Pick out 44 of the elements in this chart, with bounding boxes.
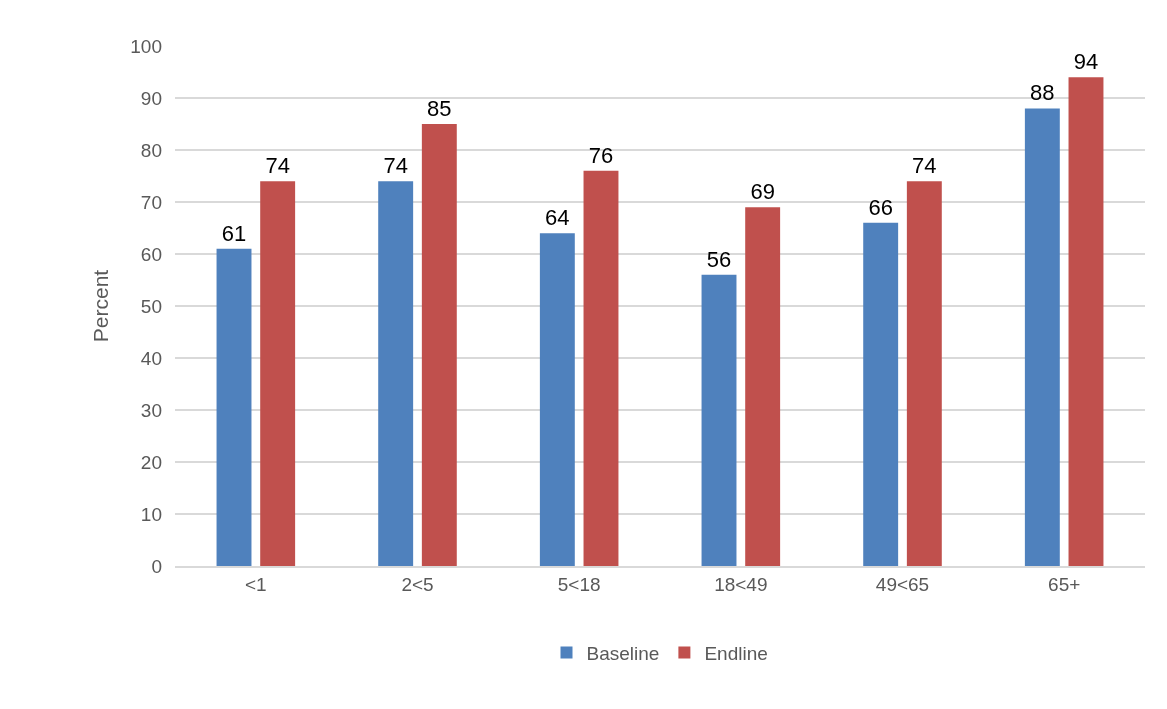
data-label: 94	[1073, 49, 1099, 75]
bar	[583, 170, 619, 566]
y-tick-label: 90	[140, 87, 162, 109]
y-tick-label: 100	[130, 35, 162, 57]
legend-label: Endline	[704, 642, 768, 664]
y-tick-label: 20	[140, 451, 162, 473]
data-label: 85	[427, 96, 452, 121]
bar	[1024, 108, 1060, 566]
data-label: 76	[588, 142, 614, 168]
data-label: 56	[706, 246, 732, 272]
bar	[745, 207, 781, 566]
y-axis-title: Percent	[89, 269, 113, 343]
data-label: 61	[221, 220, 247, 246]
data-label: 74	[383, 153, 408, 179]
data-label: 69	[750, 179, 775, 205]
bar	[421, 124, 457, 566]
data-label: 64	[545, 205, 570, 231]
data-label: 88	[1030, 80, 1055, 106]
bar	[863, 222, 899, 566]
y-tick-label: 80	[140, 139, 162, 161]
bar	[1068, 77, 1104, 566]
data-label: 74	[265, 153, 290, 179]
y-tick-label: 10	[140, 503, 162, 525]
bar	[260, 181, 296, 566]
data-label: 66	[868, 194, 893, 220]
bar	[216, 248, 252, 566]
bar	[701, 274, 737, 566]
y-tick-label: 30	[140, 399, 162, 421]
y-tick-label: 40	[140, 347, 162, 369]
y-tick-label: 70	[140, 191, 162, 213]
bar	[906, 181, 942, 566]
x-tick-label: 65+	[1048, 573, 1081, 595]
data-label: 74	[912, 153, 937, 179]
x-tick-label: 18<49	[714, 573, 768, 595]
legend-label: Baseline	[586, 642, 660, 664]
y-tick-label: 60	[140, 243, 162, 265]
bar	[378, 181, 414, 566]
y-tick-label: 50	[140, 295, 162, 317]
x-tick-label: 49<65	[875, 573, 930, 595]
bar	[539, 233, 575, 566]
x-tick-label: 5<18	[557, 573, 601, 595]
x-tick-label: 2<5	[401, 573, 434, 595]
y-tick-label: 0	[151, 555, 162, 577]
x-tick-label: <1	[244, 573, 267, 595]
